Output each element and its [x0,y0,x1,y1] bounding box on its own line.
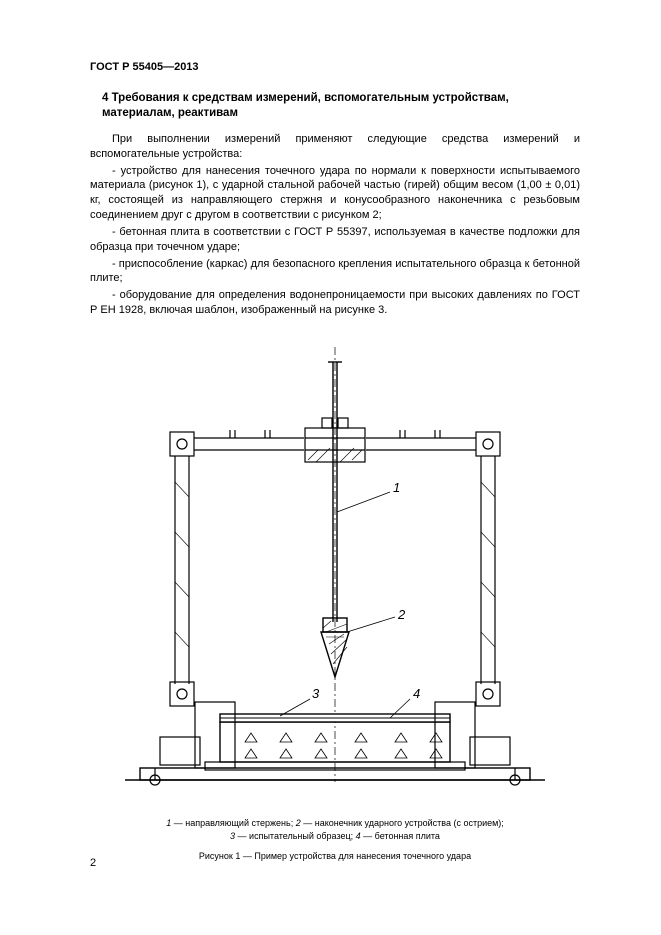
legend-line: 3 — испытательный образец; 4 — бетонная … [230,831,440,841]
figure-label-4: 4 [413,686,420,701]
legend-line: — направляющий стержень; 2 — наконечник … [174,818,504,828]
page-number: 2 [90,856,96,871]
document-code: ГОСТ Р 55405—2013 [90,60,580,75]
list-item: - оборудование для определения водонепро… [90,288,580,318]
figure-caption: Рисунок 1 — Пример устройства для нанесе… [90,850,580,862]
page-content: ГОСТ Р 55405—2013 4 Требования к средств… [90,60,580,862]
section-title-line: 4 Требования к средствам измерений, вспо… [102,91,580,107]
list-item: - бетонная плита в соответствии с ГОСТ Р… [90,225,580,255]
paragraph: При выполнении измерений применяют следу… [90,132,580,162]
section-title-line: материалам, реактивам [102,106,580,122]
list-item: - устройство для нанесения точечного уда… [90,164,580,223]
list-item: - приспособление (каркас) для безопасног… [90,257,580,287]
figure-wrapper: 1 2 3 4 1 — направляющий стержень; 2 — н… [90,332,580,862]
figure-svg: 1 2 3 4 [100,332,570,807]
figure-legend: 1 — направляющий стержень; 2 — наконечни… [90,817,580,842]
figure-label-1: 1 [393,480,400,495]
figure-label-3: 3 [312,686,320,701]
figure-label-2: 2 [397,607,406,622]
section-title: 4 Требования к средствам измерений, вспо… [102,91,580,122]
